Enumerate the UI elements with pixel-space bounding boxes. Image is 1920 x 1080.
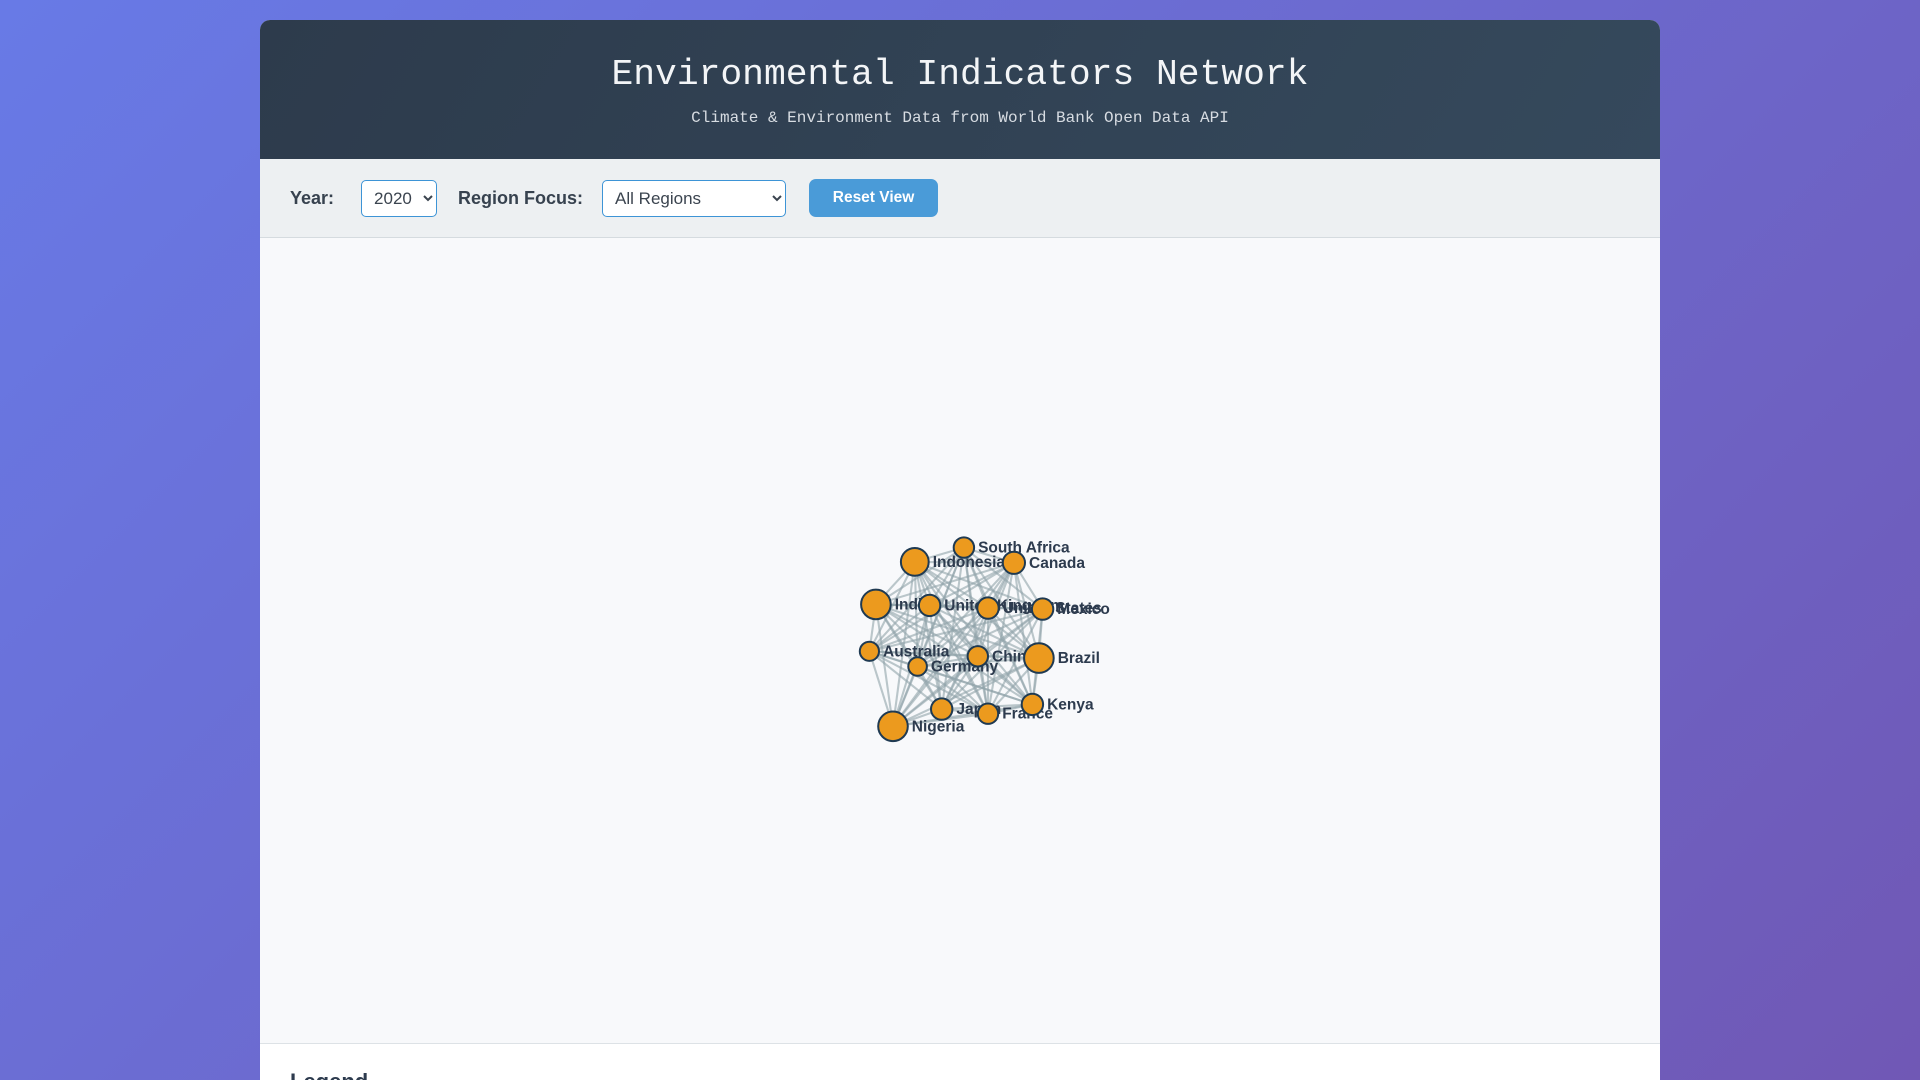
svg-text:Nigeria: Nigeria — [912, 718, 965, 735]
svg-text:Mexico: Mexico — [1057, 601, 1110, 618]
svg-text:Indonesia: Indonesia — [933, 554, 1006, 571]
svg-text:Canada: Canada — [1029, 555, 1085, 572]
svg-text:Kenya: Kenya — [1047, 696, 1094, 713]
svg-text:Brazil: Brazil — [1058, 650, 1100, 667]
svg-text:Germany: Germany — [931, 659, 999, 676]
